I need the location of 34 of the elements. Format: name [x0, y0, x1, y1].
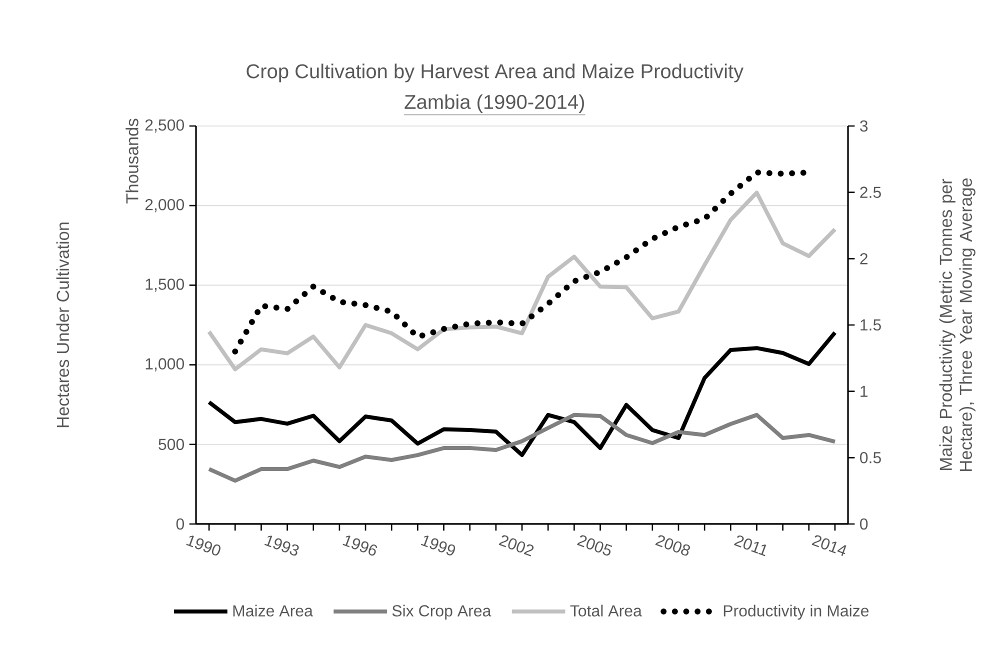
- y2-tick-label: 3: [860, 120, 868, 132]
- line-series: [207, 412, 837, 483]
- y-tick-label: 2,500: [145, 119, 184, 133]
- x-tick-label: 2002: [498, 535, 534, 556]
- x-tick-label: 1993: [264, 536, 299, 556]
- x-tick-label: 2005: [577, 535, 612, 556]
- y2-tick-label: 1: [860, 386, 868, 397]
- y2-tick-label: 1.5: [860, 319, 881, 331]
- x-tick-label: 1990: [186, 536, 220, 556]
- x-tick-label: 2011: [734, 535, 766, 556]
- x-tick-label: 2014: [812, 535, 846, 556]
- y2-tick-label: 0.5: [860, 452, 881, 464]
- legend-label: Six Crop Area: [392, 604, 492, 620]
- legend-label: Productivity in Maize: [724, 604, 869, 620]
- chart-subtitle: Zambia (1990-2014): [404, 94, 584, 113]
- y-tick-label: 2,000: [145, 198, 184, 212]
- y-axis-title: Hectares Under Cultivation: [56, 222, 70, 428]
- y-tick-label: 1,000: [146, 358, 184, 372]
- y-tick-label: 500: [158, 438, 184, 450]
- y2-axis-title: Maize Productivity (Metric Tonnes per Hectare), Three Year Moving Average: [939, 178, 976, 471]
- x-tick-label: 1996: [342, 536, 378, 556]
- legend-label: Total Area: [570, 604, 642, 616]
- y2-tick-label: 2.5: [860, 186, 881, 198]
- x-tick-label: 2008: [655, 535, 690, 556]
- x-tick-label: 1999: [420, 536, 456, 556]
- chart-title: Crop Cultivation by Harvest Area and Maize Productivity: [246, 64, 744, 82]
- y-tick-label: 0: [176, 518, 184, 530]
- line-series: [207, 330, 837, 458]
- y-tick-label: 1,500: [146, 278, 184, 292]
- y2-tick-label: 2: [860, 253, 868, 264]
- text: Thousands: [126, 118, 138, 204]
- y2-tick-label: 0: [860, 518, 868, 530]
- line-series: [207, 190, 837, 372]
- legend-label: Maize Area: [233, 604, 313, 616]
